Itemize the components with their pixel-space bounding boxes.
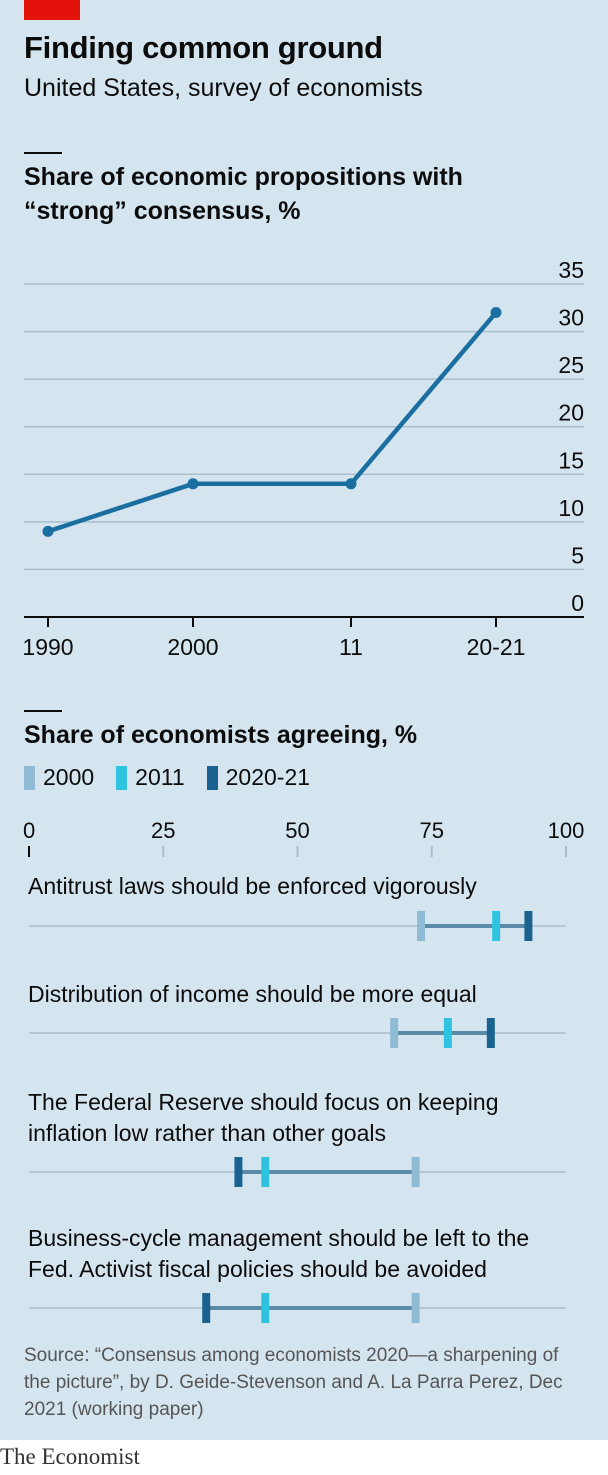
x-tick-label-25: 25	[151, 818, 175, 843]
proposition-label-income: Distribution of income should be more eq…	[28, 981, 477, 1007]
y-tick-label-15: 15	[558, 447, 584, 473]
x-tick-label-11: 11	[339, 634, 363, 660]
x-tick-label-75: 75	[420, 818, 444, 843]
data-point-2000	[187, 478, 199, 490]
range-marker-1-2011	[443, 1018, 452, 1048]
x-tick-label-20-21: 20-21	[467, 634, 526, 660]
range-chart: 0 25 50 75 100	[23, 818, 585, 1323]
legend-label-2020-21: 2020-21	[225, 764, 311, 790]
legend-item-2011: 2011	[116, 764, 185, 791]
x-tick-label-100: 100	[548, 818, 585, 843]
data-point-1990	[42, 525, 54, 537]
legend-label-2000: 2000	[43, 764, 95, 790]
section-rule-1	[24, 152, 62, 154]
x-tick-label-1990: 1990	[22, 634, 73, 660]
x-tick-label-2000: 2000	[167, 634, 218, 660]
y-tick-label-10: 10	[558, 495, 584, 521]
line-chart: 0 5 10 15 20 25 30 35 1990 2000 11 20-21	[22, 257, 584, 660]
chart-panel	[0, 0, 608, 1440]
section-rule-2	[24, 710, 62, 712]
range-marker-1-2000	[390, 1018, 399, 1048]
y-tick-label-25: 25	[558, 352, 584, 378]
data-point-11	[345, 478, 357, 490]
legend-swatch-2011	[116, 765, 128, 790]
x-tick-label-0: 0	[23, 818, 35, 843]
proposition-label-business-cycle: Business-cycle management should be left…	[28, 1225, 530, 1282]
range-chart-legend: 2000 2011 2020-21	[24, 764, 332, 791]
y-tick-label-35: 35	[558, 257, 584, 283]
legend-swatch-2000	[24, 765, 35, 790]
range-marker-1-2020-21	[486, 1018, 495, 1048]
legend-item-2000: 2000	[24, 764, 94, 791]
legend-label-2011: 2011	[135, 764, 185, 790]
page-title: Finding common ground	[24, 30, 383, 65]
range-chart-title: Share of economists agreeing, %	[24, 721, 418, 749]
range-marker-3-2000	[411, 1293, 420, 1323]
range-marker-3-2020-21	[202, 1293, 211, 1323]
page-subtitle: United States, survey of economists	[24, 74, 423, 102]
brand-logo-text: The Economist	[0, 1444, 140, 1469]
y-tick-label-5: 5	[571, 542, 584, 568]
line-chart-title: Share of economic propositions with “str…	[24, 163, 463, 225]
y-tick-label-20: 20	[558, 400, 584, 426]
range-marker-0-2000	[417, 911, 426, 941]
legend-item-2020-21: 2020-21	[206, 764, 311, 791]
range-marker-0-2020-21	[524, 911, 533, 941]
proposition-label-fed-inflation: The Federal Reserve should focus on keep…	[28, 1089, 499, 1146]
x-tick-label-50: 50	[285, 818, 309, 843]
range-marker-3-2011	[261, 1293, 270, 1323]
legend-swatch-2020-21	[206, 765, 218, 790]
range-marker-2-2011	[261, 1157, 270, 1187]
proposition-label-antitrust: Antitrust laws should be enforced vigoro…	[28, 873, 477, 899]
y-tick-label-0: 0	[571, 590, 584, 616]
source-note: Source: “Consensus among economists 2020…	[24, 1345, 563, 1420]
brand-red-tag	[24, 0, 80, 20]
data-point-20-21	[490, 307, 502, 319]
series-line	[45, 310, 499, 534]
y-tick-label-30: 30	[558, 305, 584, 331]
range-marker-2-2020-21	[234, 1157, 243, 1187]
range-marker-0-2011	[492, 911, 501, 941]
range-marker-2-2000	[411, 1157, 420, 1187]
